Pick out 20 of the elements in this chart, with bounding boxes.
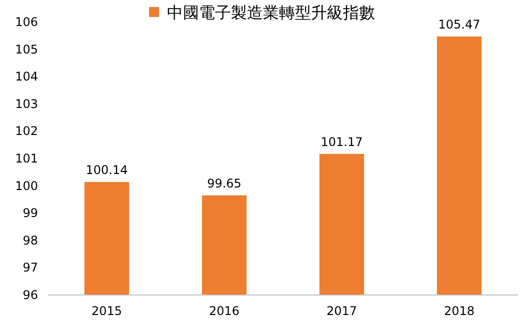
x-tick-label: 2018	[444, 304, 475, 318]
y-tick-label: 104	[15, 70, 38, 84]
data-label: 99.65	[207, 176, 242, 190]
y-tick-label: 101	[15, 152, 38, 166]
legend: 中國電子製造業轉型升級指數	[149, 3, 375, 22]
y-tick-label: 99	[22, 206, 38, 220]
data-label: 100.14	[86, 162, 128, 177]
y-tick-label: 97	[22, 260, 38, 275]
y-tick-label: 106	[15, 15, 38, 29]
x-tick-label: 2017	[326, 304, 358, 318]
data-label: 105.47	[438, 17, 480, 32]
y-tick-label: 102	[15, 124, 38, 138]
y-tick-label: 98	[22, 233, 38, 248]
x-tick-label: 2016	[208, 304, 240, 318]
x-tick-label: 2015	[91, 304, 122, 318]
y-tick-label: 105	[15, 42, 38, 56]
y-tick-label: 100	[15, 178, 38, 193]
y-tick-label: 96	[22, 288, 38, 302]
y-tick-label: 103	[15, 96, 38, 111]
data-label: 101.17	[320, 134, 363, 149]
